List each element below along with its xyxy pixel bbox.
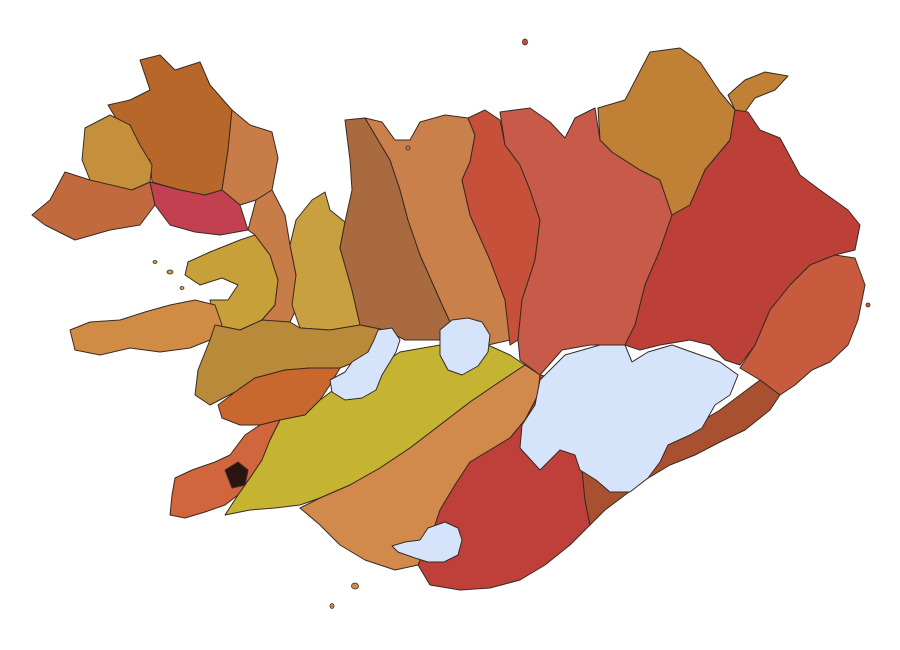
island-grimsey <box>522 38 528 46</box>
region-westfjords-east <box>221 109 279 206</box>
island-breidafjordur-2 <box>152 260 158 264</box>
region-west-snaefellsnes <box>69 299 223 356</box>
region-east-coast <box>739 254 866 396</box>
glacier-myrdalsjokull <box>391 521 463 563</box>
region-east <box>624 109 861 366</box>
glacier-langjokull <box>329 327 401 401</box>
glacier-vatnajokull <box>519 344 739 493</box>
glacier-hofsjokull <box>439 317 491 376</box>
island-north-1 <box>405 145 411 151</box>
region-northeast-tip <box>727 71 789 113</box>
island-surtsey <box>329 603 335 609</box>
island-east-1 <box>865 302 871 308</box>
island-breidafjordur-3 <box>179 286 185 290</box>
island-breidafjordur-1 <box>166 269 174 275</box>
region-westfjords-southwest <box>31 171 156 241</box>
island-vestmannaeyjar <box>351 582 359 590</box>
region-reykjavik <box>224 461 249 489</box>
